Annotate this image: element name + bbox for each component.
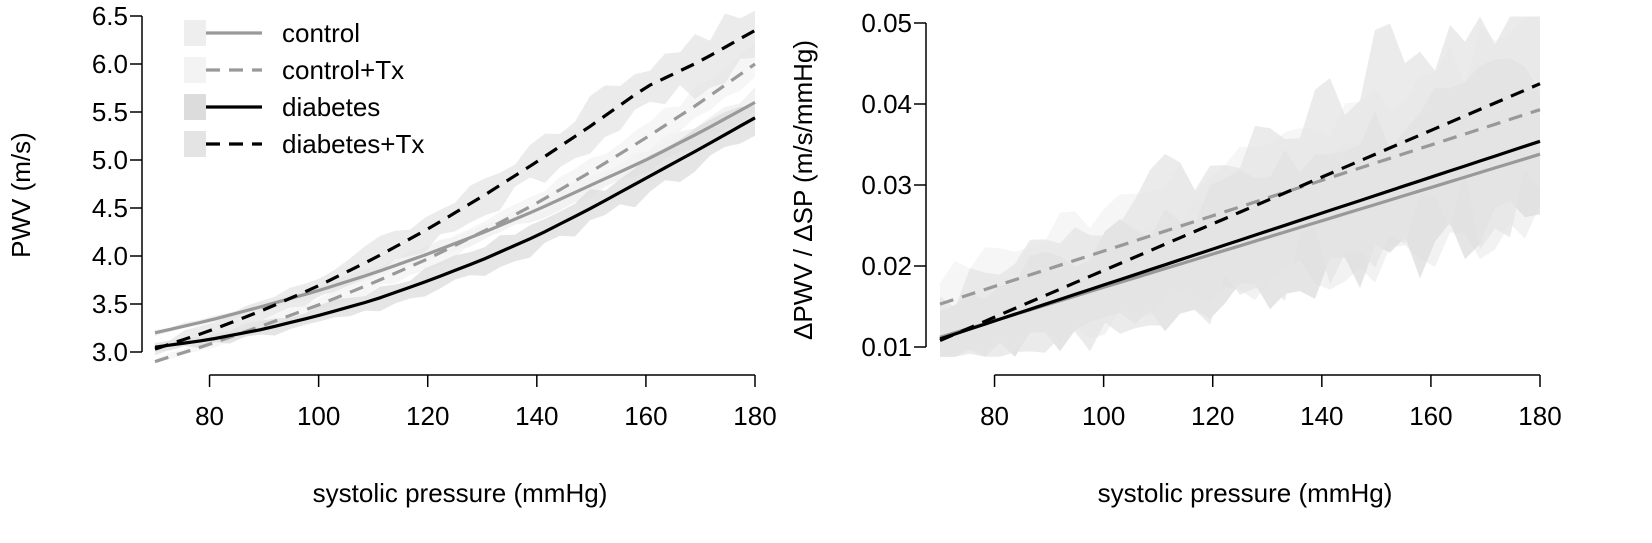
line-diabetes — [939, 139, 1541, 341]
y-tick-label: 3.0 — [92, 337, 128, 367]
line-control-plusTx — [939, 108, 1541, 306]
y-tick-label: 0.05 — [861, 8, 912, 38]
series-lines — [939, 82, 1541, 342]
y-tick-label: 6.5 — [92, 1, 128, 31]
axes: 80 100 120 140 160 180 3.0 3.5 4.0 4.5 5.0 5.5 6.0 6.… — [92, 1, 777, 431]
x-tick-label: 120 — [406, 401, 449, 431]
legend-label: control — [282, 18, 360, 48]
x-tick-label: 120 — [1191, 401, 1234, 431]
axes: 80 100 120 140 160 180 0.01 0.02 0.03 0.04 0.05 — [861, 8, 1561, 431]
legend-label: diabetes — [282, 92, 380, 122]
x-tick-label: 160 — [1409, 401, 1452, 431]
confidence-bands — [940, 16, 1540, 357]
x-tick-label: 100 — [1082, 401, 1125, 431]
x-tick-label: 180 — [733, 401, 776, 431]
x-axis-title: systolic pressure (mmHg) — [313, 478, 608, 508]
line-control — [154, 100, 756, 335]
y-tick-label: 4.0 — [92, 241, 128, 271]
x-tick-label: 80 — [195, 401, 224, 431]
line-diabetes-plusTx — [154, 29, 756, 351]
x-tick-label: 140 — [1300, 401, 1343, 431]
x-tick-label: 160 — [624, 401, 667, 431]
band-diabetes-plusTx — [940, 16, 1540, 357]
legend: control control+Tx diabetes diabetes+Tx — [184, 18, 424, 159]
legend-swatch — [184, 57, 206, 83]
y-tick-label: 6.0 — [92, 49, 128, 79]
y-tick-label: 0.04 — [861, 89, 912, 119]
y-tick-label: 4.5 — [92, 193, 128, 223]
legend-swatch — [184, 20, 206, 46]
y-tick-label: 5.5 — [92, 97, 128, 127]
y-tick-label: 0.02 — [861, 251, 912, 281]
line-control-plusTx — [154, 62, 756, 364]
x-tick-label: 100 — [297, 401, 340, 431]
confidence-bands — [155, 10, 755, 363]
legend-label: diabetes+Tx — [282, 129, 424, 159]
y-tick-label: 0.03 — [861, 170, 912, 200]
x-tick-label: 180 — [1518, 401, 1561, 431]
legend-label: control+Tx — [282, 55, 404, 85]
y-axis-title: PWV (m/s) — [6, 132, 36, 258]
y-tick-label: 5.0 — [92, 145, 128, 175]
x-tick-label: 140 — [515, 401, 558, 431]
x-axis-title: systolic pressure (mmHg) — [1098, 478, 1393, 508]
band-diabetes — [155, 105, 755, 353]
band-diabetes-plusTx — [155, 10, 755, 356]
legend-swatch — [184, 94, 206, 120]
y-tick-label: 3.5 — [92, 289, 128, 319]
y-axis-title: ΔPWV / ΔSP (m/s/mmHg) — [788, 40, 818, 340]
line-diabetes — [154, 116, 756, 349]
y-tick-label: 0.01 — [861, 332, 912, 362]
line-diabetes-plusTx — [939, 82, 1541, 342]
legend-swatch — [184, 131, 206, 157]
series-lines — [154, 29, 756, 364]
pwv-panel: 80 100 120 140 160 180 3.0 3.5 4.0 4.5 5.0 5.5 6.0 6.… — [6, 1, 777, 508]
dpwv-panel: 80 100 120 140 160 180 0.01 0.02 0.03 0.04 0.05 sy… — [788, 8, 1562, 508]
x-tick-label: 80 — [980, 401, 1009, 431]
